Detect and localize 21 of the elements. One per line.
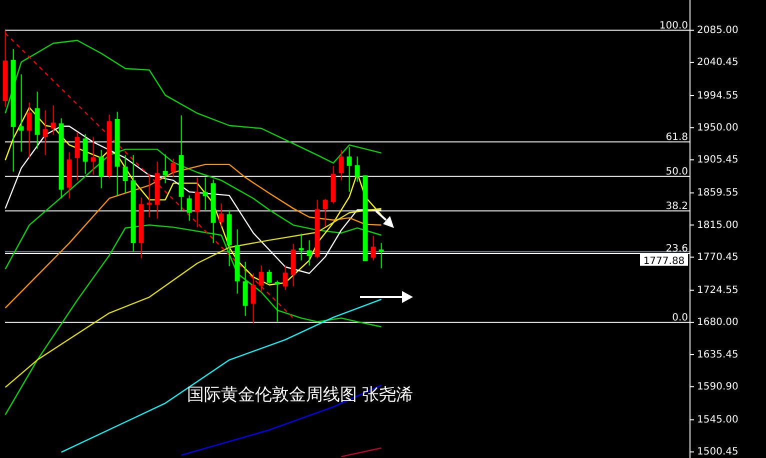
y-tick-label: 1635.45 [697, 349, 738, 360]
y-tick-label: 1545.00 [697, 414, 738, 426]
annotation: 50.0 [666, 166, 688, 178]
y-tick-label: 1590.90 [697, 381, 738, 392]
annotation: 0.0 [672, 312, 688, 324]
y-tick-label: 2085.00 [697, 25, 738, 36]
y-tick-label: 2040.45 [697, 57, 738, 68]
y-tick-label: 1815.00 [697, 220, 738, 231]
ref-line-label: 1777.88 [643, 256, 685, 267]
annotation: 38.2 [666, 200, 688, 212]
annotation: 100.0 [659, 20, 688, 32]
y-tick-label: 1994.55 [697, 90, 738, 102]
y-tick-label: 1680.00 [697, 317, 738, 328]
y-tick-label: 1859.55 [697, 188, 738, 199]
y-tick-label: 1500.45 [697, 446, 738, 458]
y-tick-label: 1770.45 [697, 252, 738, 263]
annotation: 国际黄金伦敦金周线图 张尧浠 [186, 385, 414, 405]
y-tick-label: 1724.55 [697, 285, 738, 296]
y-tick-label: 1950.00 [697, 122, 738, 134]
y-tick-label: 1905.45 [697, 154, 738, 166]
annotation: 61.8 [666, 132, 688, 143]
